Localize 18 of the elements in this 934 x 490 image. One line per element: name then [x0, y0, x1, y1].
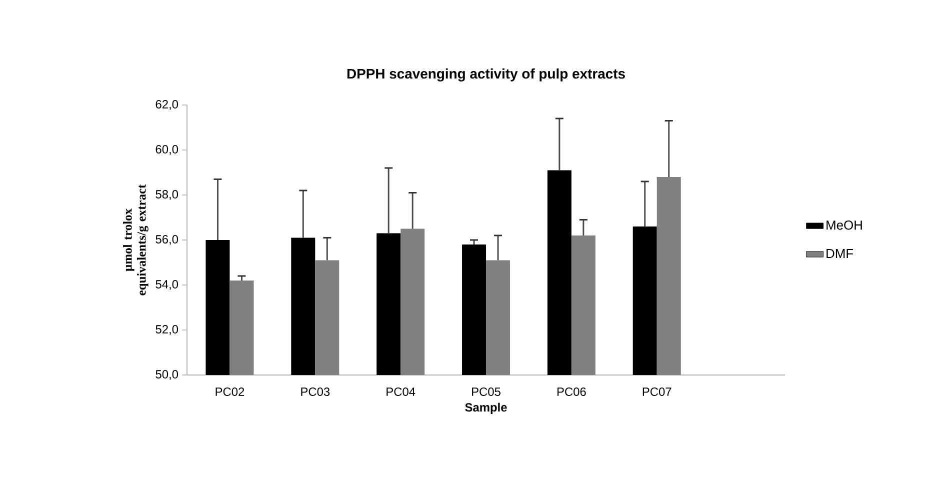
chart-title: DPPH scavenging activity of pulp extracts	[347, 68, 625, 82]
y-tick-label: 52,0	[156, 325, 178, 335]
x-axis-title: Sample	[465, 402, 507, 414]
y-axis-title: µmol trolox equivalents/g extract	[123, 184, 148, 296]
legend-label: DMF	[826, 249, 854, 258]
y-tick-label: 54,0	[156, 280, 178, 290]
y-tick-label: 62,0	[156, 100, 178, 110]
x-tick-label: PC05	[472, 388, 500, 396]
y-tick-label: 50,0	[156, 370, 178, 380]
y-tick-label: 58,0	[156, 190, 178, 200]
x-tick-label: PC06	[557, 388, 586, 396]
y-tick-label: 56,0	[156, 235, 178, 245]
x-tick-label: PC02	[216, 388, 244, 396]
x-tick-label: PC07	[642, 388, 672, 396]
y-tick-label: 60,0	[156, 145, 178, 155]
x-tick-label: PC04	[386, 388, 416, 396]
legend-label: MeOH	[826, 220, 862, 230]
x-tick-label: PC03	[301, 388, 330, 396]
